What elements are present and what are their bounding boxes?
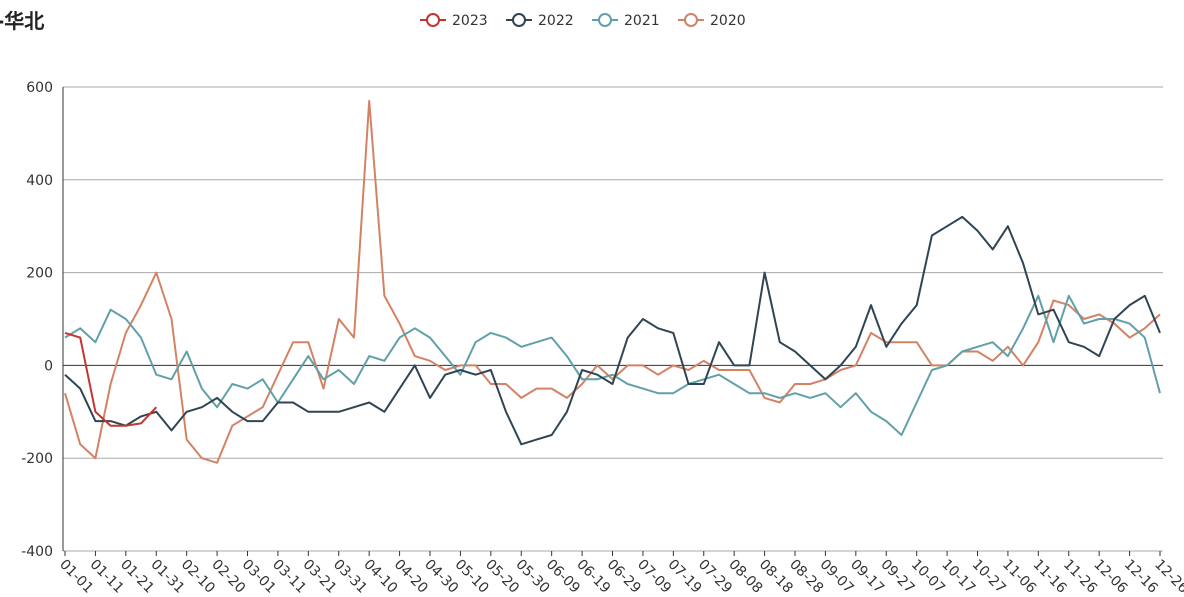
series-line [64,294,1161,436]
y-tick-label: 600 [26,80,53,96]
x-tick-label: 11-16 [1030,557,1070,597]
x-tick-label: 09-07 [817,557,857,597]
x-tick-label: 05-30 [512,557,552,597]
x-tick-label: 04-30 [421,557,461,597]
x-tick-label: 01-11 [87,557,127,597]
series-line [64,99,1161,464]
y-tick-label: -400 [21,544,53,560]
x-tick-label: 07-29 [695,557,735,597]
legend-marker [684,13,698,27]
chart-title: -华北 [0,9,44,33]
legend-marker [426,13,440,27]
x-tick-label: 03-31 [330,557,370,597]
legend-item[interactable]: 2020 [678,13,746,29]
x-tick-label: 05-10 [452,557,492,597]
x-tick-label: 09-17 [847,557,887,597]
y-tick-label: -200 [21,451,53,467]
legend-item[interactable]: 2021 [592,13,660,29]
x-tick-label: 11-06 [999,557,1039,597]
x-tick-label: 06-29 [604,557,644,597]
x-tick-label: 04-20 [391,557,431,597]
x-tick-label: 01-31 [147,557,187,597]
legend-label: 2021 [624,13,660,29]
x-tick-label: 09-27 [877,557,917,597]
legend-item[interactable]: 2023 [420,13,488,29]
x-tick-label: 03-21 [300,557,340,597]
x-tick-label: 02-20 [208,557,248,597]
y-tick-label: 0 [44,358,53,374]
x-tick-label: 03-11 [269,557,309,597]
y-tick-label: 200 [26,266,53,282]
series-line [64,331,158,427]
x-tick-label: 08-18 [756,557,796,597]
x-tick-label: 10-17 [938,557,978,597]
x-tick-label: 01-01 [56,557,96,597]
series-line [64,215,1161,446]
x-tick-label: 07-09 [634,557,674,597]
x-tick-label: 01-21 [117,557,157,597]
x-tick-label: 12-06 [1090,557,1130,597]
x-tick-label: 03-01 [239,557,279,597]
x-tick-label: 08-08 [725,557,765,597]
x-tick-label: 06-19 [573,557,613,597]
x-tick-label: 12-16 [1121,557,1161,597]
y-tick-label: 400 [26,173,53,189]
x-tick-label: 12-26 [1151,557,1184,597]
x-tick-label: 04-10 [360,557,400,597]
legend-marker [598,13,612,27]
legend-label: 2023 [452,13,488,29]
x-tick-label: 07-19 [665,557,705,597]
x-tick-label: 05-20 [482,557,522,597]
legend-label: 2022 [538,13,574,29]
x-tick-label: 10-27 [969,557,1009,597]
legend-marker [512,13,526,27]
x-tick-label: 02-10 [178,557,218,597]
x-tick-label: 10-07 [908,557,948,597]
x-tick-label: 06-09 [543,557,583,597]
x-tick-label: 08-28 [786,557,826,597]
legend-item[interactable]: 2022 [506,13,574,29]
legend-label: 2020 [710,13,746,29]
x-tick-label: 11-26 [1060,557,1100,597]
